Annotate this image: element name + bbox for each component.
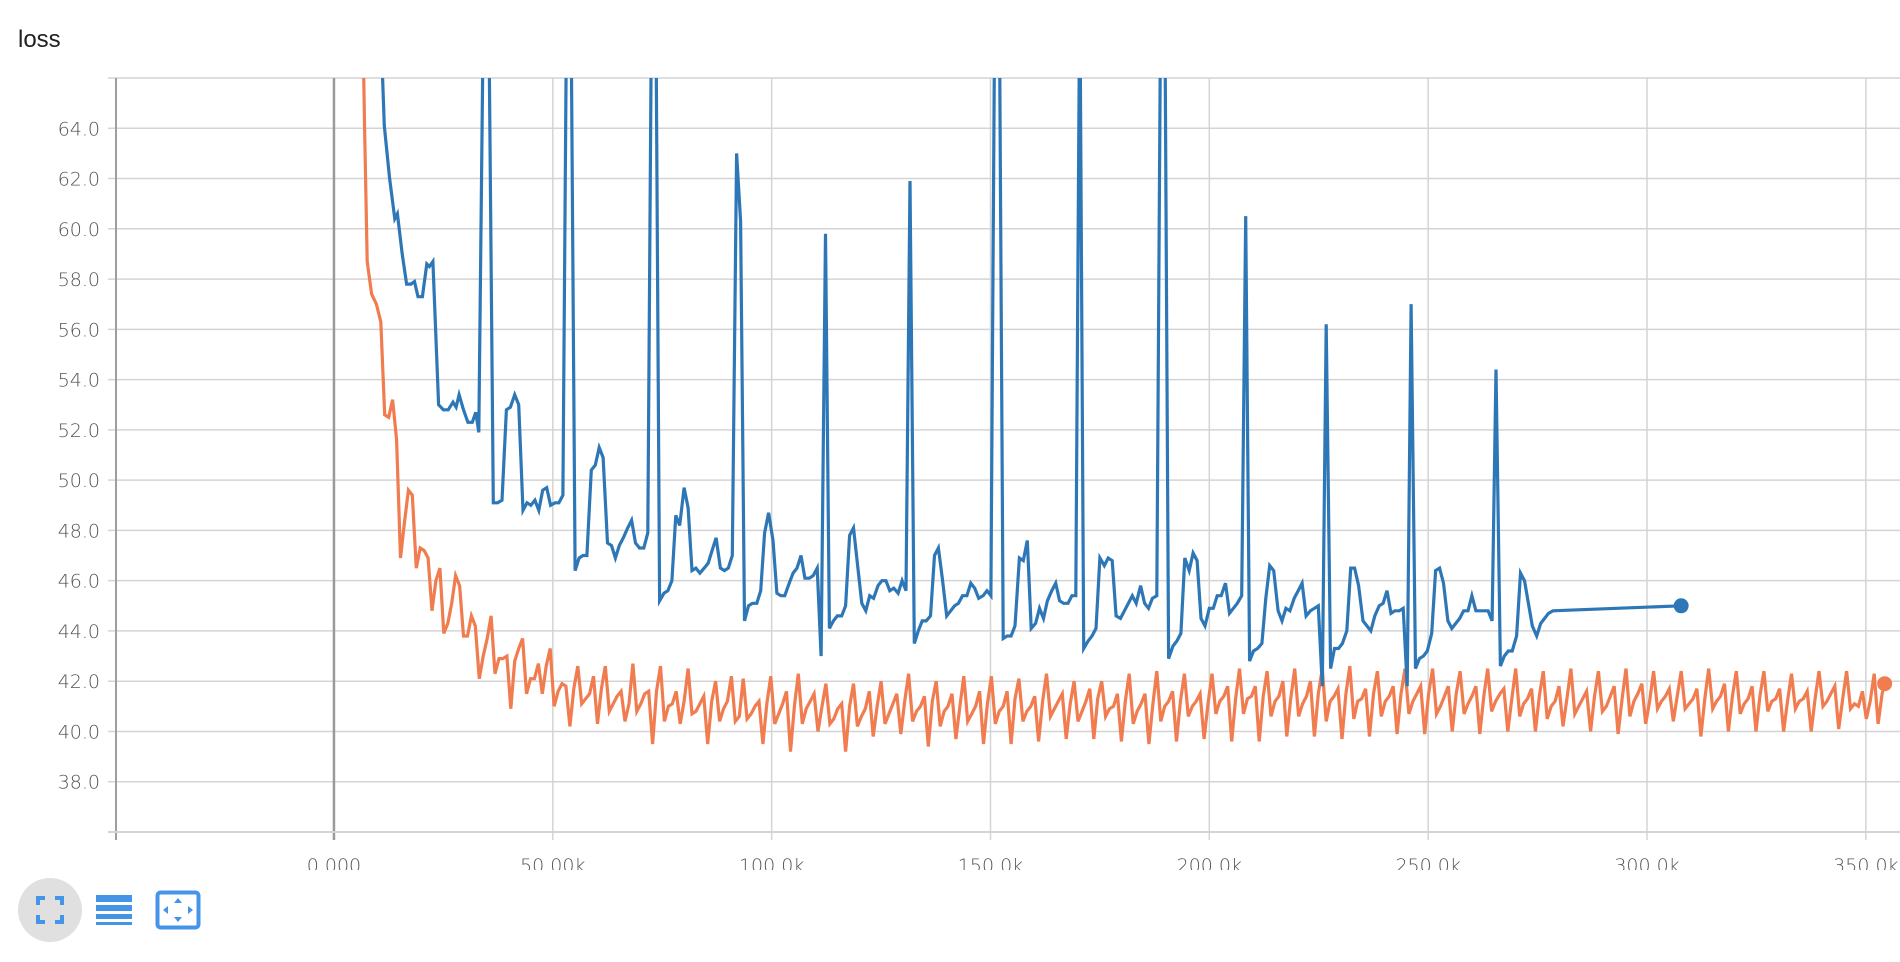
x-tick-label: 100.0k xyxy=(739,855,804,870)
y-tick-label: 50.0 xyxy=(58,470,100,492)
y-tick-label: 56.0 xyxy=(58,319,100,341)
y-tick-label: 38.0 xyxy=(58,772,100,794)
y-tick-label: 54.0 xyxy=(58,370,100,392)
x-tick-label: 50.00k xyxy=(520,855,585,870)
chart-toolbar xyxy=(18,878,210,942)
y-tick-label: 52.0 xyxy=(58,420,100,442)
grid-lines xyxy=(108,77,1900,840)
y-tick-label: 60.0 xyxy=(58,219,100,241)
y-tick-label: 48.0 xyxy=(58,520,100,542)
series-end-marker[interactable] xyxy=(1877,676,1893,692)
expand-chart-button[interactable] xyxy=(18,878,82,942)
series-line-run-orange xyxy=(362,78,1887,752)
x-tick-label: 200.0k xyxy=(1177,855,1242,870)
chart-title: loss xyxy=(18,26,61,53)
tick-labels: 38.0 40.0 42.0 44.0 46.0 48.0 50.0 52.0 54.0 56.0… xyxy=(58,118,1899,870)
y-tick-label: 42.0 xyxy=(58,671,100,693)
x-tick-label: 250.0k xyxy=(1395,855,1460,870)
y-tick-label: 46.0 xyxy=(58,571,100,593)
y-tick-label: 58.0 xyxy=(58,269,100,291)
fit-domain-button[interactable] xyxy=(146,878,210,942)
series-end-marker[interactable] xyxy=(1673,598,1689,614)
fullscreen-icon xyxy=(36,896,64,924)
x-tick-label: 0.000 xyxy=(307,855,361,870)
y-tick-label: 62.0 xyxy=(58,169,100,191)
fit-to-data-icon xyxy=(155,890,201,930)
y-tick-label: 64.0 xyxy=(58,118,100,140)
x-tick-label: 300.0k xyxy=(1614,855,1679,870)
x-tick-label: 350.0k xyxy=(1833,855,1898,870)
toggle-log-scale-button[interactable] xyxy=(82,878,146,942)
y-tick-label: 44.0 xyxy=(58,621,100,643)
loss-line-chart[interactable]: 38.0 40.0 42.0 44.0 46.0 48.0 50.0 52.0 54.0 56.0… xyxy=(0,0,1900,870)
x-tick-label: 150.0k xyxy=(958,855,1023,870)
list-lines-icon xyxy=(96,895,132,925)
series-line-run-blue xyxy=(380,78,1682,687)
series-lines xyxy=(362,78,1893,752)
y-tick-label: 40.0 xyxy=(58,721,100,743)
axes xyxy=(108,78,1900,840)
